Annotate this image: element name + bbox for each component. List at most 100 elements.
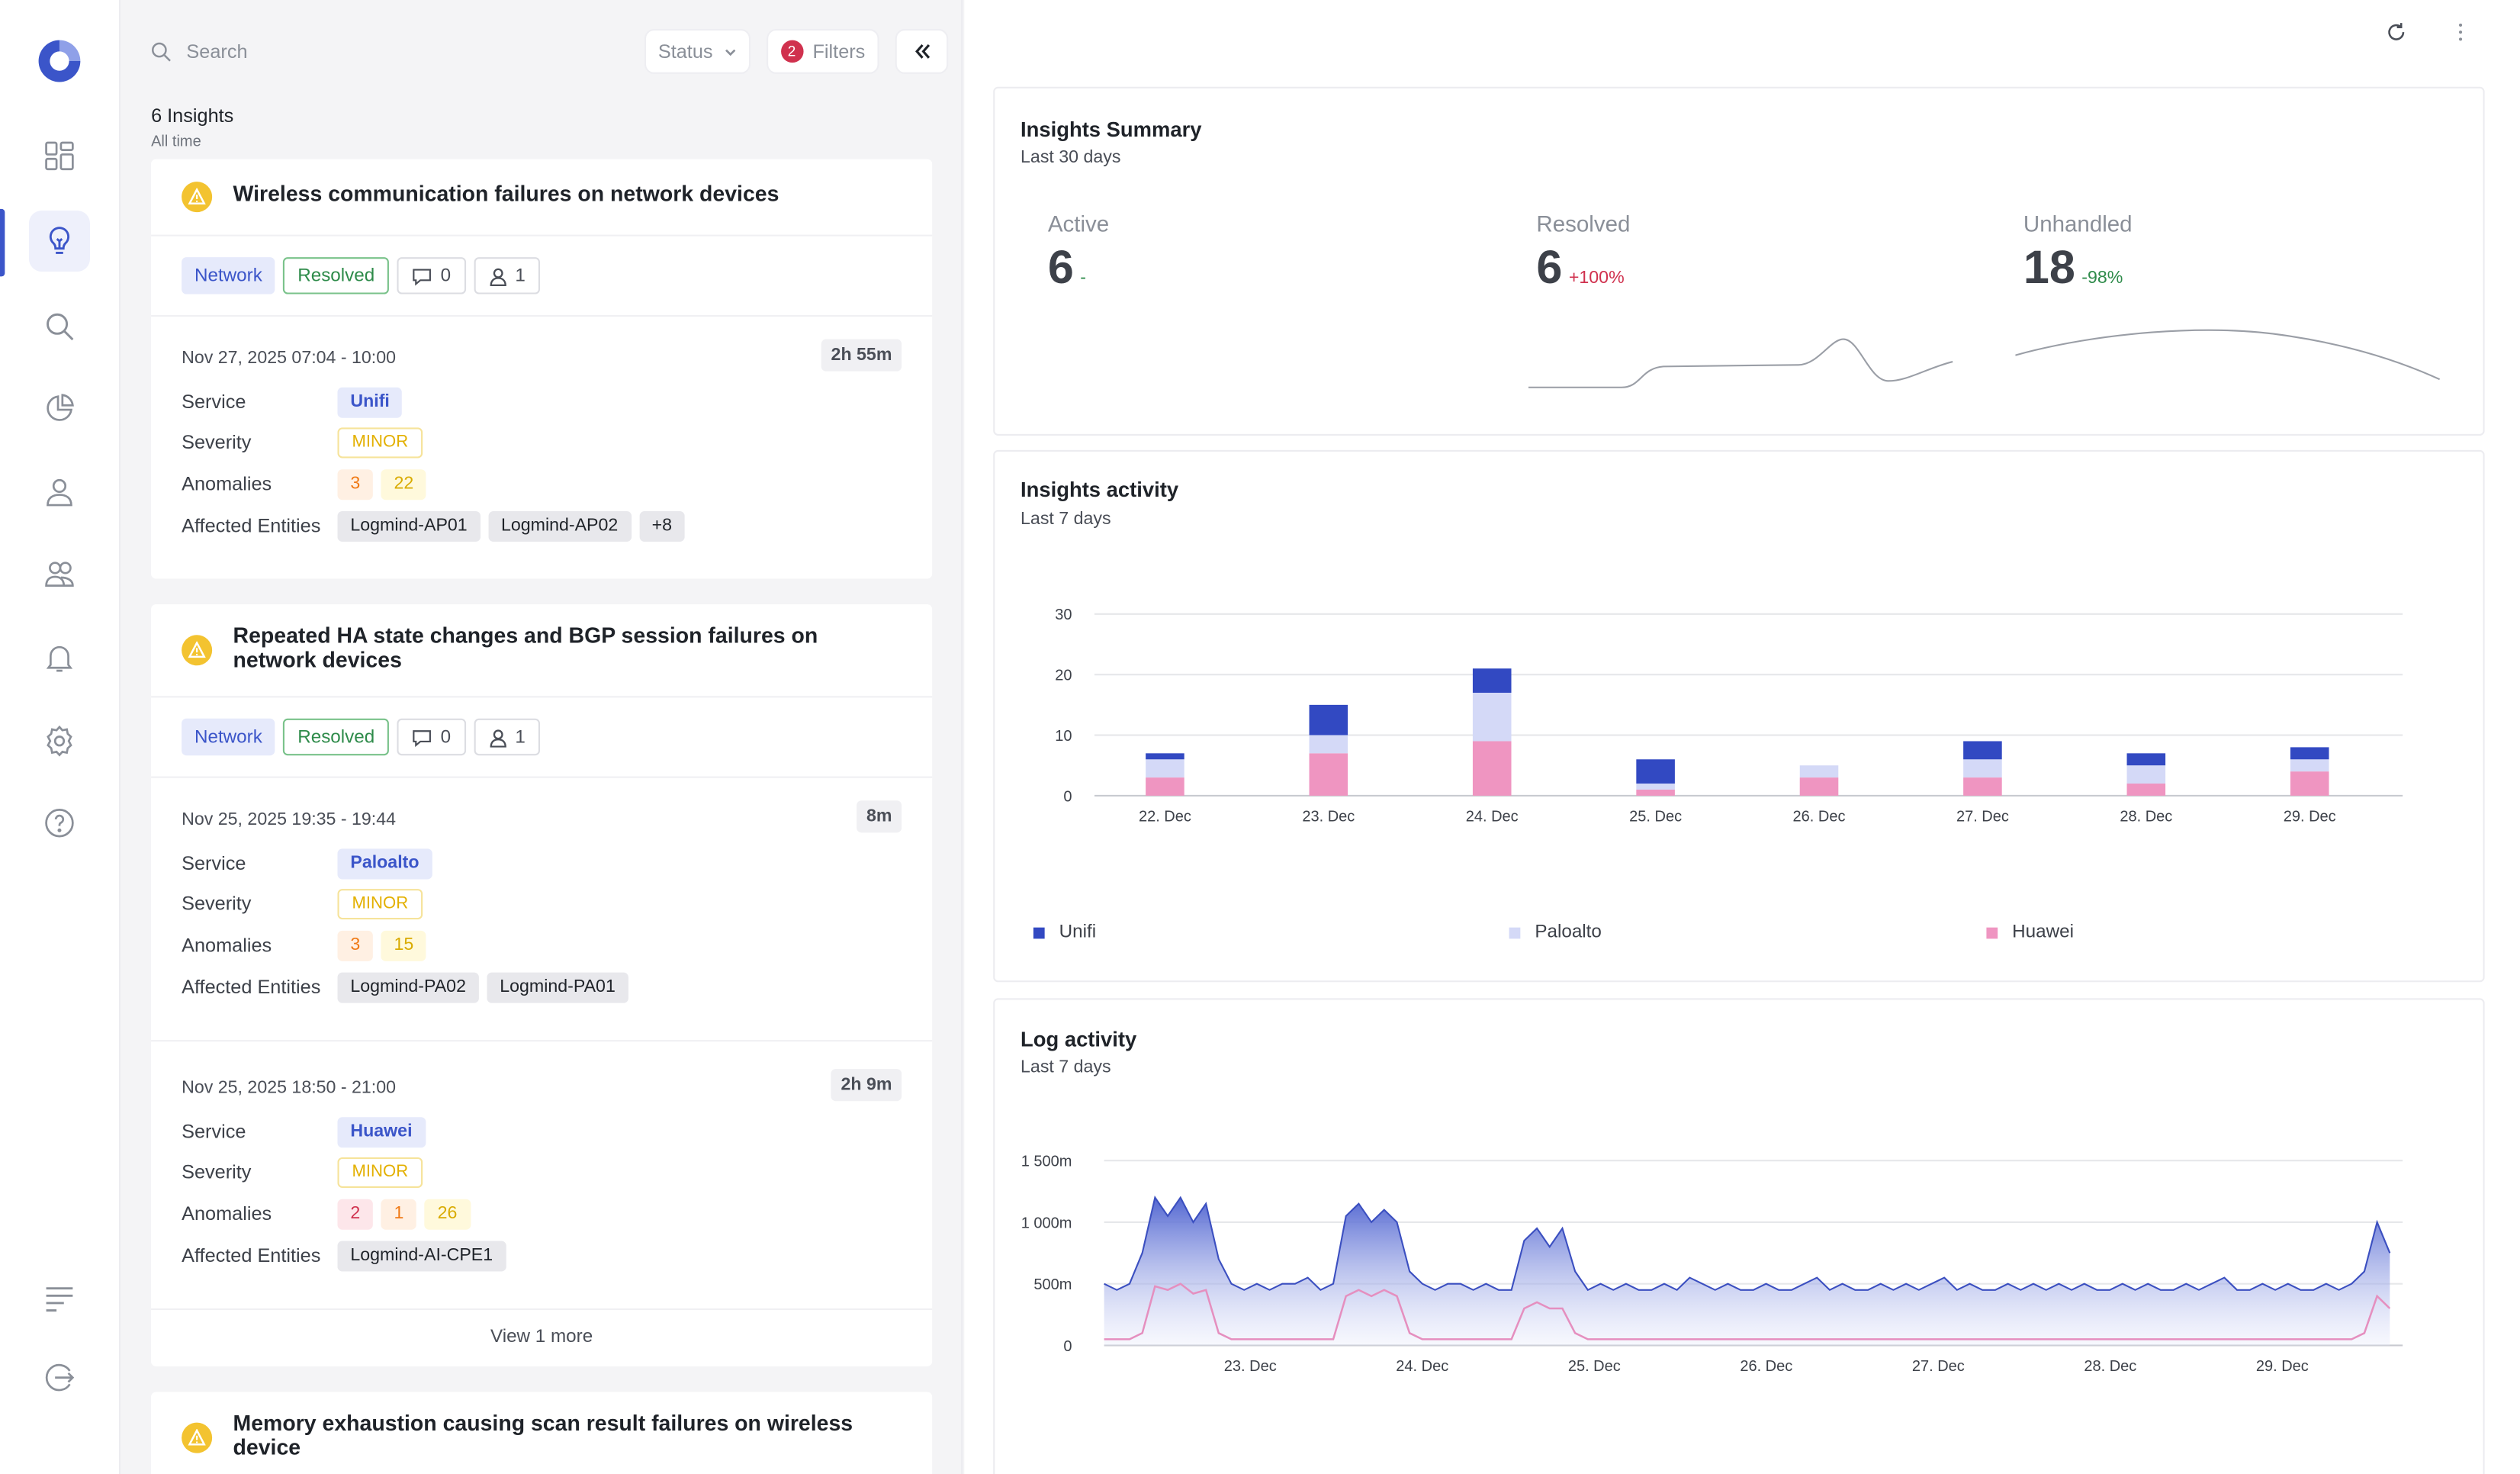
entity-chip[interactable]: Logmind-PA02	[337, 971, 479, 1003]
insight-card[interactable]: Memory exhaustion causing scan result fa…	[151, 1392, 933, 1474]
x-tick-label: 29. Dec	[2284, 809, 2336, 826]
bar-segment-huawei[interactable]	[1963, 777, 2002, 796]
metric-active[interactable]: Active 6-	[1048, 211, 1109, 296]
metric-resolved[interactable]: Resolved 6 +100%	[1536, 211, 1630, 296]
legend-item-unifi[interactable]: Unifi	[1033, 922, 1096, 942]
collapse-panel-button[interactable]	[895, 28, 949, 74]
entity-chip[interactable]: Logmind-PA01	[487, 971, 628, 1003]
insight-title[interactable]: Repeated HA state changes and BGP sessio…	[233, 623, 818, 671]
category-tag[interactable]: Network	[182, 257, 275, 294]
bar-segment-huawei[interactable]	[2290, 771, 2329, 796]
more-entities-chip[interactable]: +8	[638, 510, 685, 541]
x-tick-label: 28. Dec	[2120, 809, 2172, 826]
bar-segment-huawei[interactable]	[1309, 753, 1348, 796]
anomaly-count-chip[interactable]: 15	[381, 929, 427, 961]
rail-item-insights[interactable]	[28, 210, 90, 272]
assignees-tag[interactable]: 1	[473, 257, 540, 294]
insight-card-header: Repeated HA state changes and BGP sessio…	[151, 604, 933, 698]
rail-item-dashboard[interactable]	[29, 125, 90, 186]
rail-item-menu[interactable]	[29, 1266, 90, 1328]
bar-segment-unifi[interactable]	[1963, 741, 2002, 760]
rail-item-user[interactable]	[29, 462, 90, 523]
rail-item-help[interactable]	[29, 793, 90, 854]
bar-segment-huawei[interactable]	[1799, 777, 1839, 796]
service-chip[interactable]: Huawei	[337, 1116, 426, 1147]
rail-item-logout[interactable]	[29, 1347, 90, 1408]
x-tick-label: 27. Dec	[1956, 809, 2009, 826]
anomaly-count-chip[interactable]: 3	[337, 468, 374, 500]
rail-active-indicator	[0, 208, 5, 277]
resolved-sparkline	[1528, 338, 1953, 388]
rail-item-analytics[interactable]	[29, 378, 90, 439]
filters-button[interactable]: 2 Filters	[767, 28, 879, 74]
entity-chip[interactable]: Logmind-AP02	[488, 510, 632, 541]
log-activity-chart: 0 500m 1 000m 1 500m 23. Dec 24. Dec 25. Dec 26…	[1021, 1154, 2403, 1375]
search-box[interactable]: Search	[149, 35, 248, 67]
bar-segment-unifi[interactable]	[1146, 753, 1184, 760]
bar-segment-huawei[interactable]	[1146, 777, 1184, 796]
insight-card-header: Wireless communication failures on netwo…	[151, 159, 933, 237]
more-vertical-icon[interactable]	[2449, 21, 2472, 43]
bar-segment-paloalto[interactable]	[2126, 765, 2166, 784]
rail-item-teams[interactable]	[29, 543, 90, 604]
rail-item-settings[interactable]	[29, 710, 90, 771]
log-activity-title: Log activity	[1021, 1027, 1137, 1051]
bar-segment-unifi[interactable]	[1472, 668, 1512, 693]
category-tag[interactable]: Network	[182, 718, 275, 756]
bar-segment-unifi[interactable]	[2290, 747, 2329, 760]
bar-segment-unifi[interactable]	[2126, 753, 2166, 766]
bar-segment-paloalto[interactable]	[1472, 692, 1512, 742]
series-line[interactable]	[1104, 1283, 2391, 1340]
service-chip[interactable]: Paloalto	[337, 848, 432, 879]
insight-title[interactable]: Memory exhaustion causing scan result fa…	[233, 1411, 853, 1459]
anomalies-row: Anomalies 3 22	[182, 468, 435, 500]
legend-item-huawei[interactable]: Huawei	[1986, 922, 2074, 942]
severity-row: Severity MINOR	[182, 426, 431, 458]
insight-card[interactable]: Wireless communication failures on netwo…	[151, 159, 933, 579]
anomaly-count-chip[interactable]: 22	[381, 468, 427, 500]
assignees-tag[interactable]: 1	[473, 718, 540, 756]
refresh-icon[interactable]	[2385, 21, 2408, 43]
status-dropdown[interactable]: Status	[644, 28, 751, 74]
bar-segment-paloalto[interactable]	[1309, 735, 1348, 754]
legend-item-paloalto[interactable]: Paloalto	[1509, 922, 1602, 942]
anomaly-count-chip[interactable]: 1	[381, 1198, 417, 1229]
insight-card-header: Memory exhaustion causing scan result fa…	[151, 1392, 932, 1474]
x-tick-label: 26. Dec	[1740, 1358, 1792, 1375]
entity-chip[interactable]: Logmind-AP01	[337, 510, 481, 541]
service-chip[interactable]: Unifi	[337, 386, 403, 417]
x-tick-label: 25. Dec	[1568, 1358, 1621, 1375]
bar-segment-paloalto[interactable]	[2290, 759, 2329, 772]
metric-unhandled[interactable]: Unhandled 18 -98%	[2023, 211, 2133, 296]
series-line[interactable]	[1104, 1196, 2391, 1292]
bar-segment-unifi[interactable]	[1309, 704, 1348, 735]
occurrence-duration: 8m	[857, 800, 902, 833]
bar-segment-huawei[interactable]	[1636, 789, 1675, 796]
rail-item-search[interactable]	[29, 296, 90, 357]
insights-time-range: All time	[151, 133, 201, 152]
state-tag[interactable]: Resolved	[283, 257, 390, 294]
rail-item-alerts[interactable]	[29, 627, 90, 688]
bar-segment-paloalto[interactable]	[1636, 784, 1675, 790]
comments-tag[interactable]: 0	[397, 718, 466, 756]
entities-row: Affected Entities Logmind-AI-CPE1	[182, 1239, 513, 1271]
bar-segment-paloalto[interactable]	[1146, 759, 1184, 778]
entity-chip[interactable]: Logmind-AI-CPE1	[337, 1240, 506, 1271]
insight-tags: Network Resolved 0 1	[182, 257, 540, 294]
bar-segment-paloalto[interactable]	[1799, 765, 1839, 778]
logmind-logo[interactable]	[34, 35, 85, 86]
bar-segment-paloalto[interactable]	[1963, 759, 2002, 778]
view-more-link[interactable]: View 1 more	[490, 1328, 593, 1347]
anomaly-count-chip[interactable]: 2	[337, 1198, 374, 1229]
anomaly-count-chip[interactable]: 3	[337, 929, 374, 961]
bar-segment-huawei[interactable]	[2126, 784, 2166, 796]
anomaly-count-chip[interactable]: 26	[424, 1198, 471, 1229]
comments-tag[interactable]: 0	[397, 257, 466, 294]
insight-card[interactable]: Repeated HA state changes and BGP sessio…	[151, 604, 933, 1366]
bar-segment-unifi[interactable]	[1636, 759, 1675, 784]
bar-segment-huawei[interactable]	[1472, 741, 1512, 796]
comments-count: 0	[440, 266, 452, 285]
search-input[interactable]: Search	[186, 40, 248, 63]
state-tag[interactable]: Resolved	[283, 718, 390, 756]
insight-title[interactable]: Wireless communication failures on netwo…	[233, 182, 779, 206]
